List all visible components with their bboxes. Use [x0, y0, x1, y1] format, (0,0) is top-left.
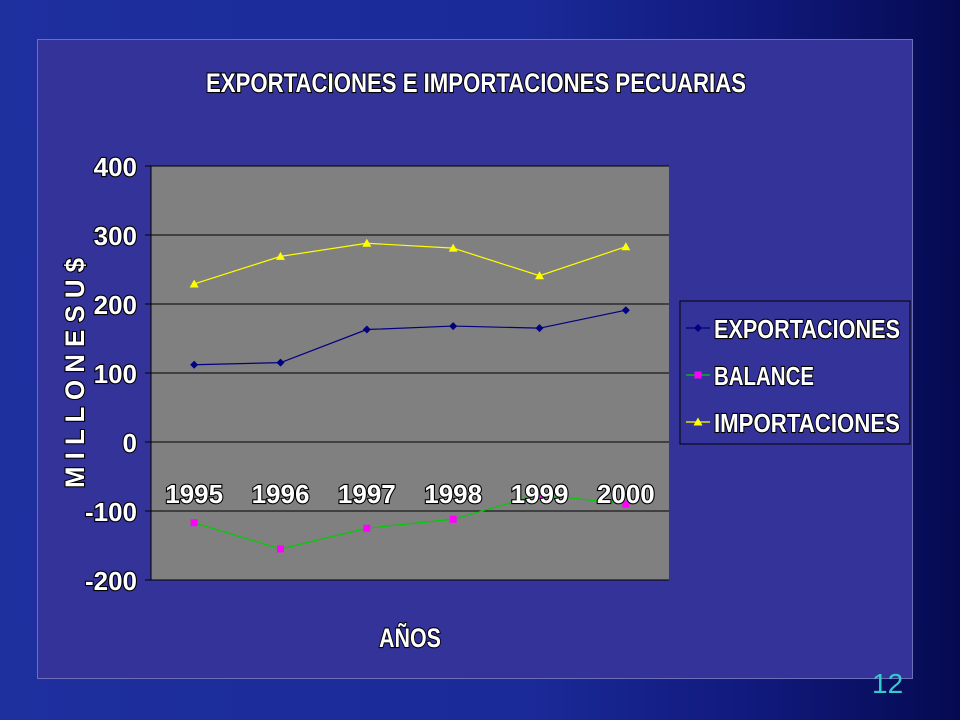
- data-point-exportaciones: [276, 358, 285, 367]
- data-point-importaciones: [276, 251, 285, 260]
- x-tick-label: 1998: [424, 479, 482, 509]
- legend: EXPORTACIONES BALANCE IMPORTACIONES: [679, 300, 911, 445]
- data-point-balance: [363, 524, 371, 532]
- y-tick-label: -200: [85, 566, 137, 596]
- series-line-balance: [193, 493, 626, 550]
- x-tick-label: 1996: [252, 479, 310, 509]
- x-tick-label: 1995: [165, 479, 223, 509]
- x-tick-label: 1997: [338, 479, 396, 509]
- legend-box: [679, 300, 911, 445]
- legend-marker-importaciones: [693, 417, 703, 426]
- x-axis-title: AÑOS: [379, 622, 441, 653]
- data-point-balance: [190, 519, 198, 527]
- series-line-importaciones: [193, 242, 627, 285]
- y-tick-label: 200: [94, 290, 137, 320]
- y-axis-title: M I L L O N E S U $: [60, 258, 90, 488]
- data-point-exportaciones: [190, 360, 199, 369]
- series-line-exportaciones: [194, 309, 626, 366]
- data-point-importaciones: [535, 271, 544, 280]
- data-point-balance: [449, 515, 457, 523]
- data-point-exportaciones: [449, 322, 458, 331]
- data-point-importaciones: [621, 242, 631, 251]
- y-tick-label: 300: [94, 221, 137, 251]
- data-point-exportaciones: [362, 325, 371, 334]
- data-point-balance: [622, 500, 630, 508]
- y-tick-label: -100: [85, 497, 137, 527]
- data-point-exportaciones: [621, 306, 630, 315]
- chart: EXPORTACIONES E IMPORTACIONES PECUARIAS …: [59, 67, 911, 654]
- data-point-importaciones: [362, 238, 372, 247]
- x-tick-label: 1999: [511, 479, 569, 509]
- legend-marker-balance: [694, 371, 702, 379]
- data-point-balance: [277, 545, 284, 553]
- legend-marker-exportaciones: [694, 324, 702, 332]
- y-tick-label: 100: [94, 359, 137, 389]
- page-number: 12: [872, 668, 904, 699]
- data-point-balance: [536, 490, 543, 498]
- y-tick-label: 0: [123, 428, 137, 458]
- slide-frame: EXPORTACIONES E IMPORTACIONES PECUARIAS …: [37, 39, 913, 699]
- legend-label-importaciones: IMPORTACIONES: [714, 408, 900, 438]
- chart-title: EXPORTACIONES E IMPORTACIONES PECUARIAS: [206, 68, 746, 98]
- data-point-exportaciones: [535, 324, 544, 333]
- x-tick-label: 2000: [597, 479, 655, 509]
- data-point-importaciones: [448, 243, 458, 252]
- legend-label-exportaciones: EXPORTACIONES: [714, 314, 900, 344]
- y-tick-label: 400: [94, 152, 137, 182]
- legend-label-balance: BALANCE: [714, 361, 814, 391]
- data-point-importaciones: [189, 279, 199, 288]
